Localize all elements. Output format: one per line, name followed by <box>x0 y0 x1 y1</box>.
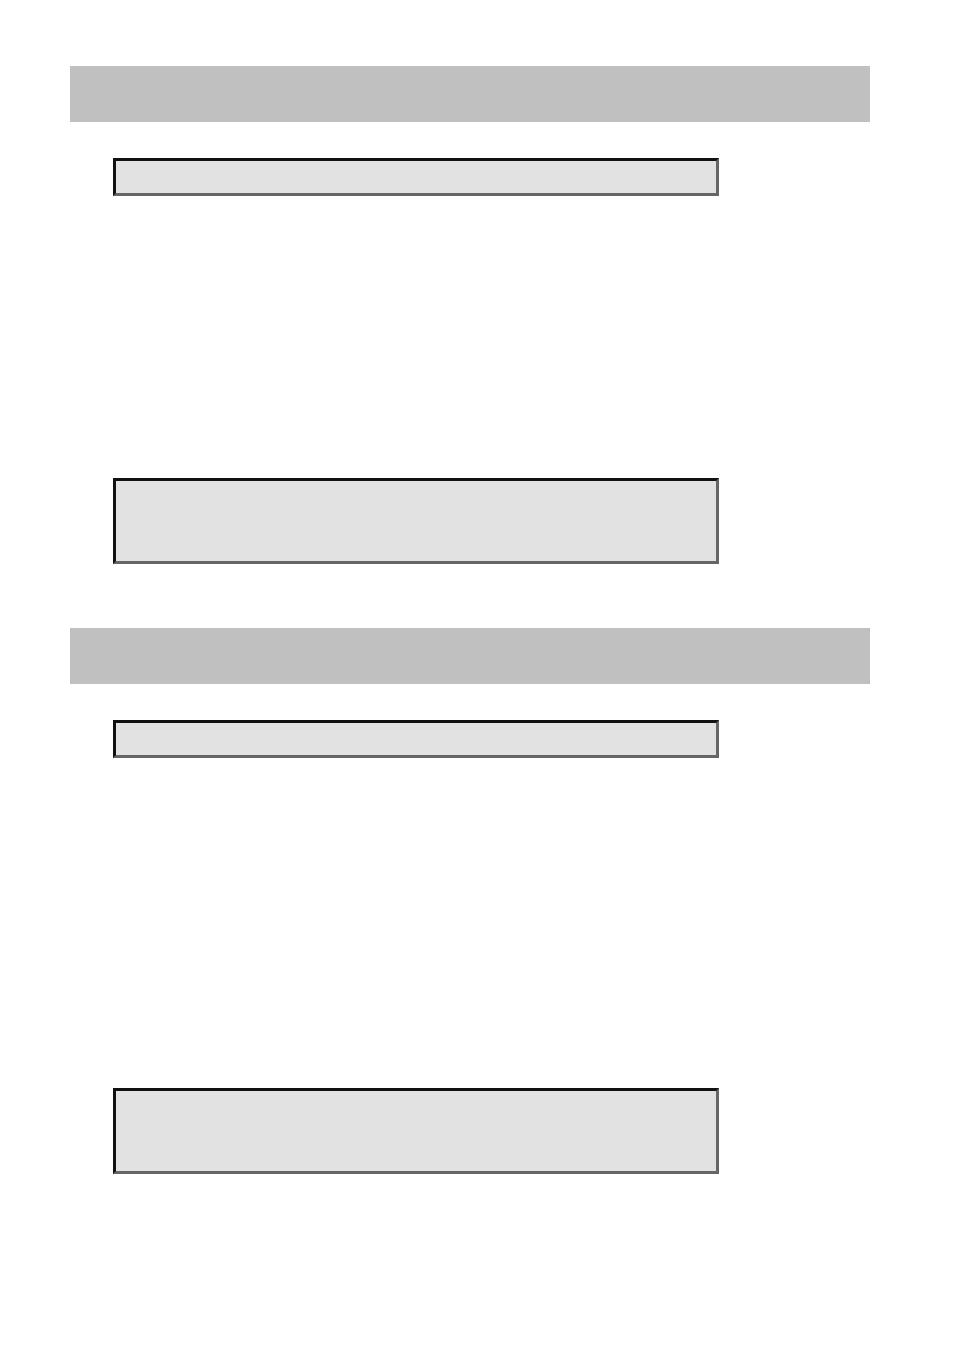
input-field-1a[interactable] <box>113 158 719 196</box>
input-field-2b[interactable] <box>113 1088 719 1174</box>
section-header-1 <box>70 66 870 122</box>
input-field-1b[interactable] <box>113 478 719 564</box>
input-field-2a[interactable] <box>113 720 719 758</box>
section-header-2 <box>70 628 870 684</box>
